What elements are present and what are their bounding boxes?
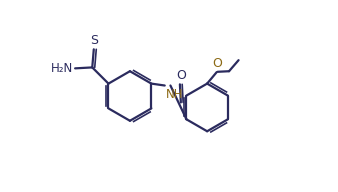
Text: O: O [176, 69, 186, 82]
Text: NH: NH [166, 88, 184, 101]
Text: O: O [213, 57, 222, 70]
Text: S: S [90, 34, 98, 47]
Text: H₂N: H₂N [51, 62, 74, 75]
